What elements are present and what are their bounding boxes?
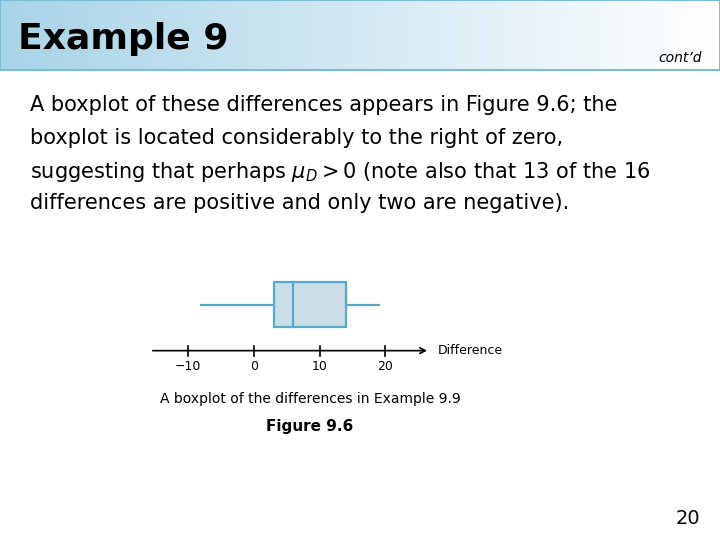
Text: Difference: Difference: [438, 344, 503, 357]
Text: boxplot is located considerably to the right of zero,: boxplot is located considerably to the r…: [30, 127, 563, 147]
Text: suggesting that perhaps $\mu_D > 0$ (note also that 13 of the 16: suggesting that perhaps $\mu_D > 0$ (not…: [30, 160, 650, 184]
Text: 10: 10: [312, 360, 328, 373]
Text: differences are positive and only two are negative).: differences are positive and only two ar…: [30, 193, 570, 213]
Text: Figure 9.6: Figure 9.6: [266, 419, 354, 434]
Text: 20: 20: [675, 509, 700, 528]
Text: A boxplot of the differences in Example 9.9: A boxplot of the differences in Example …: [160, 392, 460, 406]
Text: Example 9: Example 9: [18, 22, 229, 56]
Bar: [274, 282, 346, 327]
Text: 0: 0: [250, 360, 258, 373]
Text: A boxplot of these differences appears in Figure 9.6; the: A boxplot of these differences appears i…: [30, 94, 617, 115]
Text: cont’d: cont’d: [659, 51, 702, 65]
Text: −10: −10: [175, 360, 201, 373]
Text: 20: 20: [377, 360, 393, 373]
